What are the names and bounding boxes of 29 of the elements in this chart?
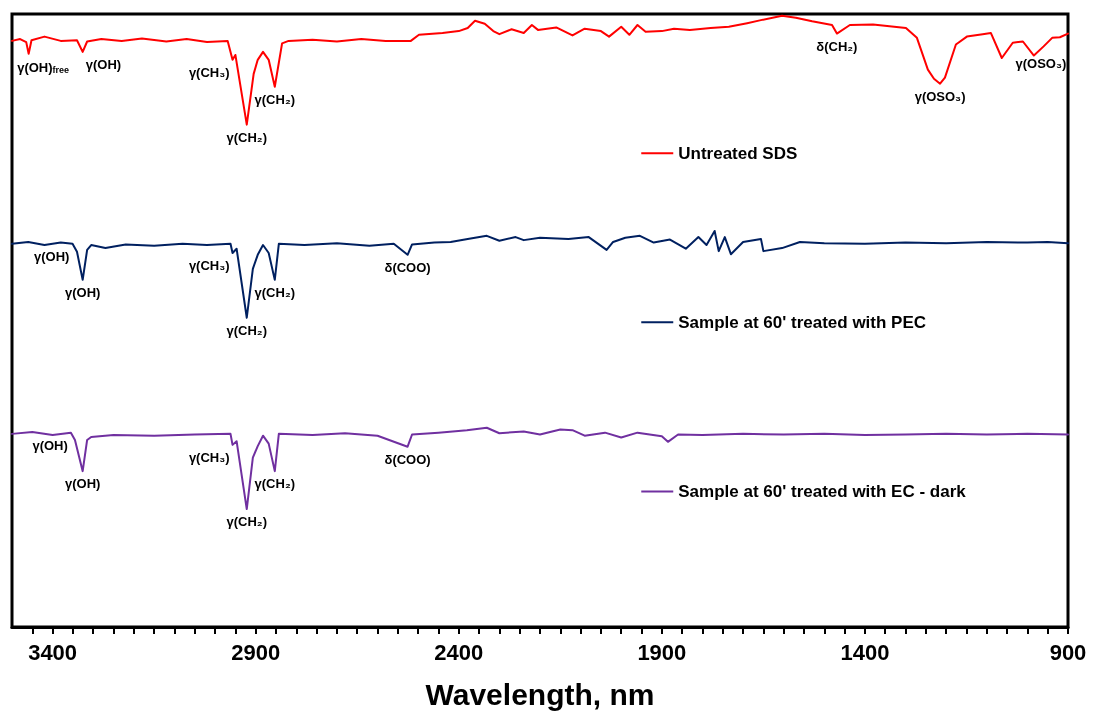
legend-label: Sample at 60' treated with PEC xyxy=(678,312,927,332)
annotation: γ(CH₂) xyxy=(226,129,267,145)
annotation: γ(OH) xyxy=(64,284,101,300)
annotation: γ(CH₃) xyxy=(188,449,230,465)
annotation: δ(COO) xyxy=(384,451,431,467)
annotation: γ(OSO₃) xyxy=(914,88,966,104)
annotation: γ(CH₃) xyxy=(188,64,230,80)
annotation: γ(OH) xyxy=(34,248,70,264)
annotation: γ(CH₂) xyxy=(254,476,296,492)
annotation: γ(OH) xyxy=(32,437,68,453)
annotation: γ(CH₃) xyxy=(188,257,230,273)
annotation: γ(OH) xyxy=(64,476,101,492)
x-tick-label: 2900 xyxy=(231,639,281,665)
annotation: γ(OSO₃) xyxy=(1015,55,1067,71)
x-tick-label: 1400 xyxy=(840,639,890,665)
annotation: γ(CH₂) xyxy=(226,322,267,338)
annotation: δ(COO) xyxy=(384,259,431,275)
x-axis-title: Wavelength, nm xyxy=(425,677,655,711)
x-tick-label: 1900 xyxy=(637,639,687,665)
annotation: γ(CH₂) xyxy=(254,91,296,107)
annotation: δ(CH₂) xyxy=(816,38,858,54)
annotation: γ(CH₂) xyxy=(254,284,296,300)
annotation: γ(CH₂) xyxy=(226,514,267,530)
annotation: γ(OH) xyxy=(85,56,122,72)
x-tick-label: 3400 xyxy=(28,639,78,665)
x-tick-label: 900 xyxy=(1049,639,1087,665)
x-tick-label: 2400 xyxy=(434,639,484,665)
legend-label: Sample at 60' treated with EC - dark xyxy=(678,482,967,502)
legend-label: Untreated SDS xyxy=(678,143,798,163)
